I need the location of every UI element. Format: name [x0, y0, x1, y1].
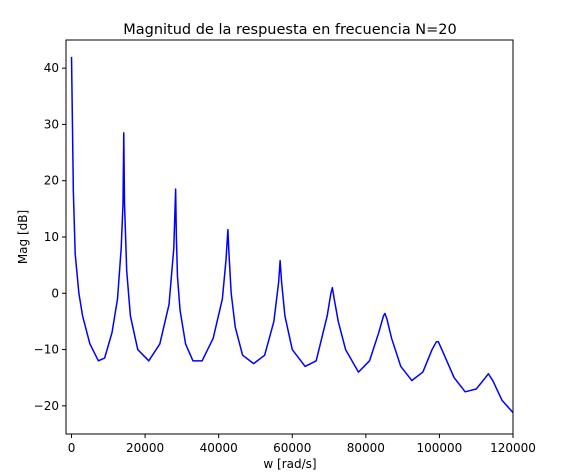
x-tick-label: 20000: [126, 441, 164, 455]
axes-frame: [65, 39, 514, 435]
series-line-0: [70, 56, 514, 414]
x-tick-label: 40000: [200, 441, 238, 455]
y-tick-label: 30: [44, 117, 59, 131]
y-tick-label: 20: [44, 174, 59, 188]
chart-title: Magnitud de la respuesta en frecuencia N…: [123, 22, 457, 38]
x-tick-label: 60000: [273, 441, 311, 455]
x-tick-label: 100000: [417, 441, 463, 455]
x-tick-label: 80000: [347, 441, 385, 455]
axis-ticks: 0 20000 40000 60000 80000 100000 120000 −20 −10 0…: [34, 61, 536, 455]
y-tick-label: −20: [34, 399, 59, 413]
y-tick-label: 40: [44, 61, 59, 75]
plot-area: [70, 56, 514, 414]
x-tick-label: 0: [68, 441, 76, 455]
x-axis-label: w [rad/s]: [263, 457, 316, 471]
y-tick-label: 10: [44, 230, 59, 244]
x-tick-label: 120000: [490, 441, 536, 455]
y-axis-label: Mag [dB]: [16, 210, 30, 264]
y-tick-label: −10: [34, 343, 59, 357]
y-tick-label: 0: [51, 286, 59, 300]
